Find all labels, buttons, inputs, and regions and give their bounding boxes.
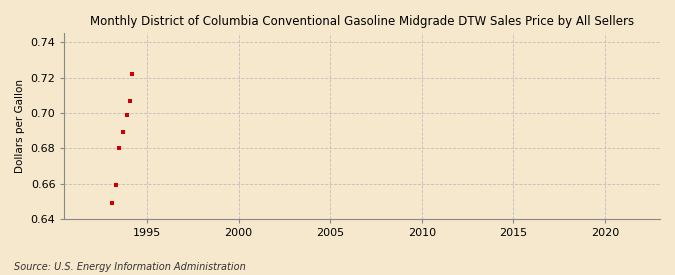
Y-axis label: Dollars per Gallon: Dollars per Gallon bbox=[15, 79, 25, 173]
Point bbox=[114, 146, 125, 150]
Title: Monthly District of Columbia Conventional Gasoline Midgrade DTW Sales Price by A: Monthly District of Columbia Conventiona… bbox=[90, 15, 634, 28]
Text: Source: U.S. Energy Information Administration: Source: U.S. Energy Information Administ… bbox=[14, 262, 245, 272]
Point bbox=[117, 130, 128, 134]
Point bbox=[122, 112, 132, 117]
Point bbox=[125, 98, 136, 103]
Point bbox=[127, 72, 138, 76]
Point bbox=[111, 183, 122, 188]
Point bbox=[107, 201, 117, 205]
